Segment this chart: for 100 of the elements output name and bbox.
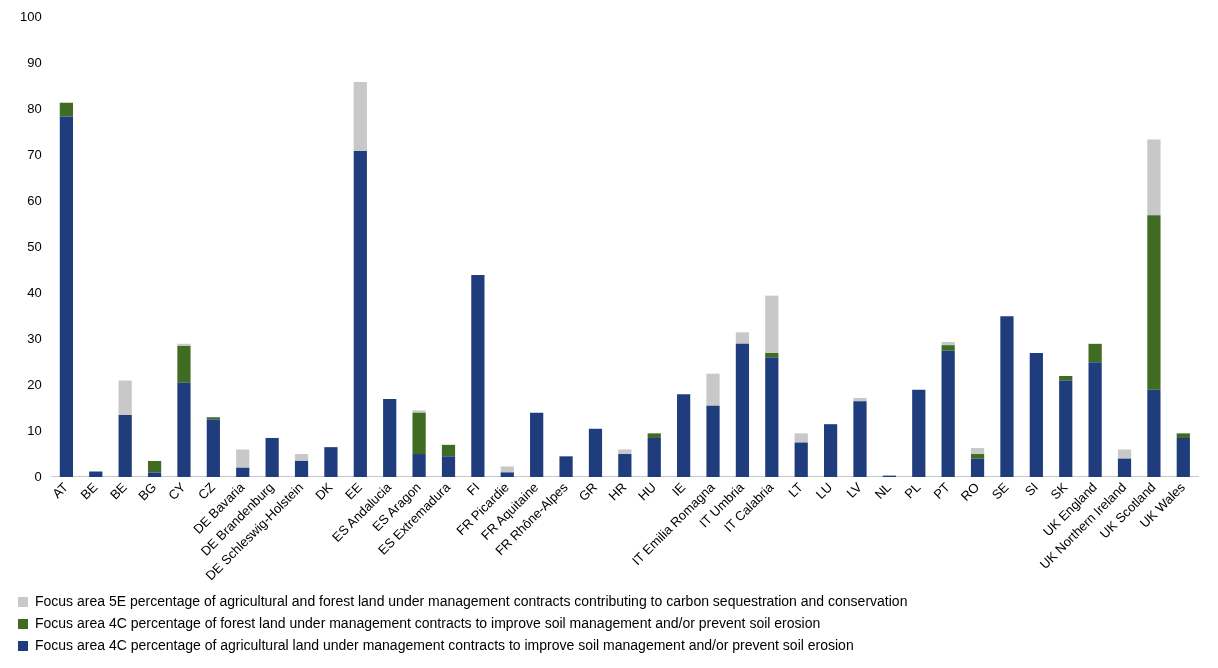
bar — [618, 454, 632, 477]
bar — [1176, 437, 1190, 477]
x-tick-label: HR — [605, 479, 630, 504]
bar — [530, 412, 544, 477]
bar — [441, 456, 456, 477]
y-tick-label: 40 — [27, 284, 42, 300]
bar — [970, 454, 985, 459]
y-tick-label: 10 — [27, 422, 42, 438]
bar — [147, 472, 162, 477]
bar — [588, 428, 603, 477]
bar — [265, 437, 279, 477]
bar — [765, 353, 779, 358]
bar — [206, 419, 220, 477]
bar — [206, 417, 220, 420]
bar — [353, 150, 367, 477]
bar — [1117, 458, 1132, 477]
legend-label: Focus area 5E percentage of agricultural and forest land under management contracts contributing to carbon sequestration and conservation — [35, 592, 908, 609]
bar — [236, 449, 250, 468]
bar — [500, 472, 514, 477]
legend-label: Focus area 4C percentage of agricultural land under management contracts to improve soil management and/or prevent soil erosion — [35, 636, 854, 653]
x-tick-label: BE — [77, 479, 101, 503]
bar — [970, 448, 985, 455]
y-tick-label: 30 — [27, 330, 42, 346]
bar — [941, 345, 955, 351]
bar — [412, 454, 426, 477]
bar — [177, 346, 191, 383]
x-tick-label: GR — [575, 479, 601, 504]
bar — [1147, 139, 1161, 216]
bar — [236, 467, 250, 477]
x-tick-label: SI — [1021, 479, 1041, 499]
x-tick-label: NL — [871, 479, 895, 502]
bar — [647, 437, 661, 477]
y-tick-label: 60 — [27, 193, 42, 209]
bar — [794, 442, 808, 477]
x-tick-label: CY — [165, 479, 189, 503]
bar — [1147, 215, 1161, 390]
bar — [677, 394, 691, 477]
bar — [353, 82, 367, 151]
x-tick-label: DK — [312, 479, 336, 503]
x-tick-label: LT — [785, 479, 806, 501]
bar — [383, 398, 397, 477]
x-tick-label: AT — [49, 479, 72, 502]
bar — [765, 357, 779, 477]
bar — [1117, 449, 1132, 459]
bar — [853, 401, 867, 477]
bar — [471, 274, 485, 477]
bar — [1029, 353, 1043, 477]
y-tick-label: 90 — [27, 55, 42, 71]
bar — [735, 332, 750, 344]
bar — [59, 102, 73, 117]
bar — [1000, 316, 1014, 477]
bar — [412, 412, 426, 455]
bar — [706, 405, 720, 477]
bar — [912, 389, 926, 477]
bar — [1176, 433, 1190, 438]
bar — [647, 433, 661, 438]
bar — [794, 433, 808, 443]
bar — [118, 380, 132, 415]
bar — [147, 460, 162, 473]
bar — [324, 447, 338, 477]
bar — [618, 449, 632, 455]
bar — [412, 410, 426, 413]
bar — [177, 343, 191, 347]
bar — [735, 343, 750, 477]
y-tick-label: 50 — [27, 238, 42, 254]
bar — [59, 116, 73, 477]
bar — [970, 458, 985, 477]
y-tick-label: 80 — [27, 101, 42, 117]
y-tick-label: 20 — [27, 376, 42, 392]
bar — [177, 382, 191, 477]
bar — [1088, 343, 1102, 363]
bar — [765, 295, 779, 354]
bar — [823, 424, 838, 477]
bar — [294, 460, 309, 477]
bar — [559, 456, 573, 477]
bar — [500, 466, 514, 473]
x-tick-label: LV — [843, 479, 865, 501]
x-tick-label: HU — [635, 479, 659, 504]
x-tick-label: PT — [930, 479, 953, 502]
bar — [89, 471, 103, 477]
x-tick-label: LU — [812, 479, 836, 502]
bar — [1059, 375, 1073, 381]
bar — [294, 454, 309, 461]
y-tick-label: 0 — [34, 468, 42, 484]
bar — [441, 444, 456, 457]
bar — [1059, 380, 1073, 477]
bar — [853, 398, 867, 402]
x-tick-label: BG — [135, 479, 160, 504]
y-tick-label: 70 — [27, 147, 42, 163]
bar — [941, 350, 955, 477]
legend-label: Focus area 4C percentage of forest land under management contracts to improve soil management and/or prevent soil erosion — [35, 614, 821, 631]
bar — [118, 415, 132, 477]
bar — [706, 373, 720, 406]
x-tick-label: RO — [957, 479, 983, 504]
bar — [1088, 362, 1102, 477]
x-tick-label: SE — [988, 479, 1012, 503]
bar — [1147, 389, 1161, 477]
y-tick-label: 100 — [19, 9, 42, 25]
bar — [941, 341, 955, 346]
x-tick-label: PL — [901, 479, 924, 502]
